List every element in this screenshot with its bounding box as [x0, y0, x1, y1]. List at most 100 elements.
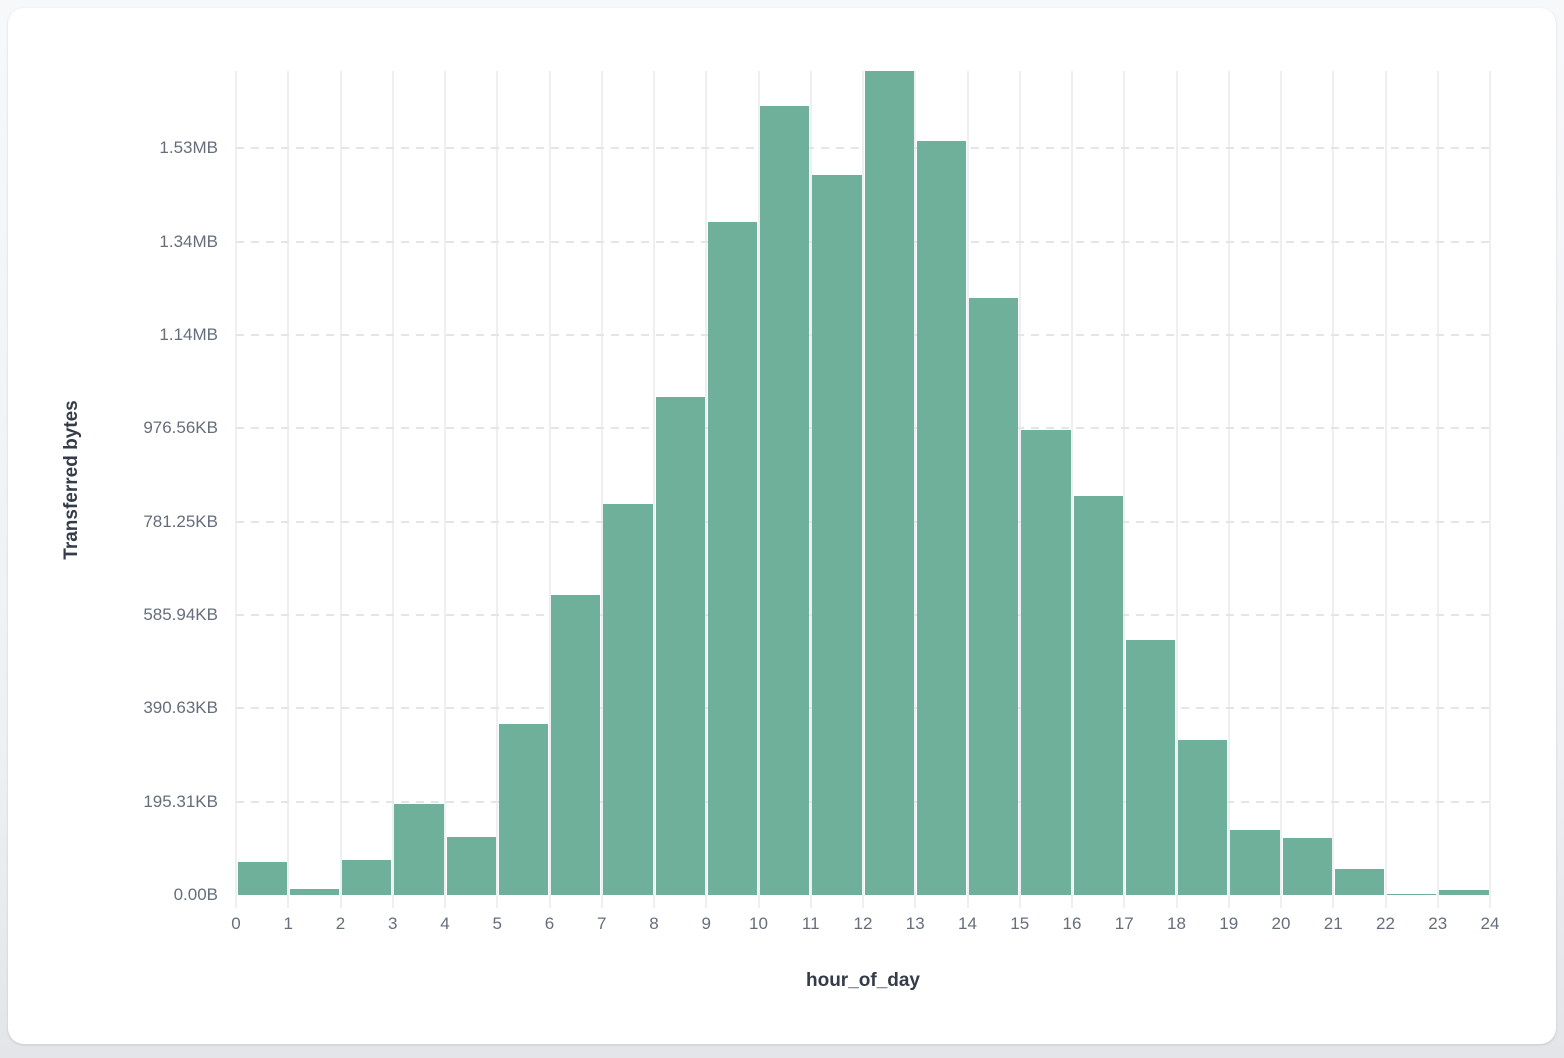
x-tick-label: 23	[1428, 914, 1448, 933]
vertical-gridline	[1227, 71, 1230, 908]
vertical-gridline	[548, 71, 551, 908]
bar-slot-hour-6	[550, 71, 602, 895]
x-tick-label: 17	[1114, 914, 1134, 933]
histogram-bar-hour-1[interactable]	[289, 888, 339, 895]
histogram-bar-hour-4[interactable]	[446, 837, 496, 895]
x-tick-label: 13	[905, 914, 925, 933]
horizontal-gridline	[236, 240, 1490, 243]
bar-slot-hour-2	[341, 71, 393, 895]
histogram-bar-hour-5[interactable]	[498, 723, 548, 895]
chart-card: Transferred bytes 0.00B 195.31KB 390.63KB 5…	[8, 8, 1556, 1044]
vertical-gridline	[287, 71, 290, 908]
y-tick-label: 0.00B	[173, 885, 218, 904]
x-tick-label: 11	[801, 914, 820, 933]
x-tick-label: 2	[335, 914, 346, 933]
histogram-bar-hour-0[interactable]	[237, 861, 287, 895]
x-tick-label: 15	[1010, 914, 1030, 933]
vertical-gridline	[600, 71, 603, 908]
bar-slot-hour-12	[863, 71, 915, 895]
x-tick-label: 6	[544, 914, 555, 933]
vertical-gridline	[1384, 71, 1387, 908]
histogram-bar-hour-21[interactable]	[1334, 869, 1384, 895]
horizontal-gridline	[236, 147, 1490, 150]
x-tick-label: 8	[649, 914, 659, 933]
vertical-gridline	[809, 71, 812, 908]
y-tick-label: 1.53MB	[159, 138, 218, 158]
y-tick-label: 195.31KB	[143, 791, 218, 811]
vertical-gridline	[1280, 71, 1282, 908]
histogram-bar-hour-10[interactable]	[760, 106, 810, 895]
bar-slot-hour-14	[968, 71, 1020, 895]
bar-slot-hour-7	[602, 71, 654, 895]
bar-slot-hour-18	[1177, 71, 1229, 895]
histogram-bar-hour-15[interactable]	[1021, 429, 1071, 895]
histogram-bar-hour-23[interactable]	[1439, 889, 1489, 895]
histogram-bar-hour-18[interactable]	[1178, 739, 1228, 895]
bar-slot-hour-23	[1438, 71, 1490, 895]
y-tick-label: 1.14MB	[159, 325, 218, 345]
x-tick-label: 5	[492, 914, 502, 933]
bar-slot-hour-22	[1386, 71, 1438, 895]
histogram-bar-hour-7[interactable]	[603, 504, 653, 895]
y-tick-label: 390.63KB	[143, 698, 218, 718]
histogram-bar-hour-8[interactable]	[655, 396, 705, 895]
histogram-bar-hour-19[interactable]	[1230, 830, 1280, 895]
vertical-gridline	[705, 71, 708, 908]
horizontal-gridline	[236, 800, 1490, 803]
histogram-bar-hour-6[interactable]	[551, 595, 601, 895]
vertical-gridline	[1436, 71, 1439, 908]
bar-slot-hour-1	[288, 71, 340, 895]
bar-slot-hour-20	[1281, 71, 1333, 895]
x-tick-label: 12	[853, 914, 873, 933]
bar-slot-hour-3	[393, 71, 445, 895]
histogram-bar-hour-17[interactable]	[1125, 640, 1175, 895]
histogram-bar-hour-2[interactable]	[342, 859, 392, 895]
x-tick-label: 21	[1323, 914, 1343, 933]
bar-slot-hour-10	[759, 71, 811, 895]
bar-slot-hour-4	[445, 71, 497, 895]
horizontal-gridline	[236, 614, 1490, 617]
horizontal-gridline	[236, 427, 1490, 430]
x-tick-label: 20	[1271, 914, 1291, 933]
y-tick-label: 781.25KB	[143, 511, 218, 531]
x-tick-label: 0	[231, 914, 241, 933]
bar-slot-hour-17	[1124, 71, 1176, 895]
vertical-gridline	[444, 71, 446, 908]
vertical-gridline	[1332, 71, 1335, 908]
histogram-bar-hour-13[interactable]	[916, 141, 966, 895]
x-tick-label: 4	[440, 914, 450, 933]
vertical-gridline	[496, 71, 499, 908]
x-tick-label: 3	[388, 914, 398, 933]
vertical-gridline	[862, 71, 864, 908]
histogram-bar-hour-20[interactable]	[1282, 838, 1332, 895]
bar-slot-hour-0	[236, 71, 288, 895]
histogram-bar-hour-16[interactable]	[1073, 496, 1123, 895]
histogram-bar-hour-11[interactable]	[812, 174, 862, 895]
horizontal-gridline	[236, 707, 1490, 710]
bar-slot-hour-21	[1333, 71, 1385, 895]
histogram-bar-hour-3[interactable]	[394, 804, 444, 895]
bar-slot-hour-8	[654, 71, 706, 895]
histogram-bar-hour-9[interactable]	[707, 221, 757, 895]
x-tick-label: 10	[749, 914, 768, 933]
vertical-gridline	[966, 71, 969, 908]
plot-area[interactable]	[235, 71, 1491, 908]
vertical-gridline	[1018, 71, 1021, 908]
histogram-bar-hour-22[interactable]	[1387, 894, 1437, 895]
x-tick-label: 19	[1219, 914, 1239, 933]
y-tick-label: 585.94KB	[143, 605, 218, 625]
histogram-bar-hour-12[interactable]	[864, 71, 914, 895]
bar-slot-hour-19	[1229, 71, 1281, 895]
vertical-gridline	[1175, 71, 1178, 908]
x-tick-label: 24	[1480, 914, 1500, 933]
x-tick-label: 18	[1167, 914, 1186, 933]
bar-slot-hour-15	[1020, 71, 1072, 895]
histogram-bar-hour-14[interactable]	[969, 297, 1019, 895]
x-tick-label: 16	[1062, 914, 1082, 933]
bar-slot-hour-13	[915, 71, 967, 895]
vertical-gridline	[339, 71, 342, 908]
horizontal-gridline	[236, 334, 1490, 337]
x-tick-label: 14	[958, 914, 977, 933]
bar-slot-hour-16	[1072, 71, 1124, 895]
bar-slot-hour-11	[811, 71, 863, 895]
